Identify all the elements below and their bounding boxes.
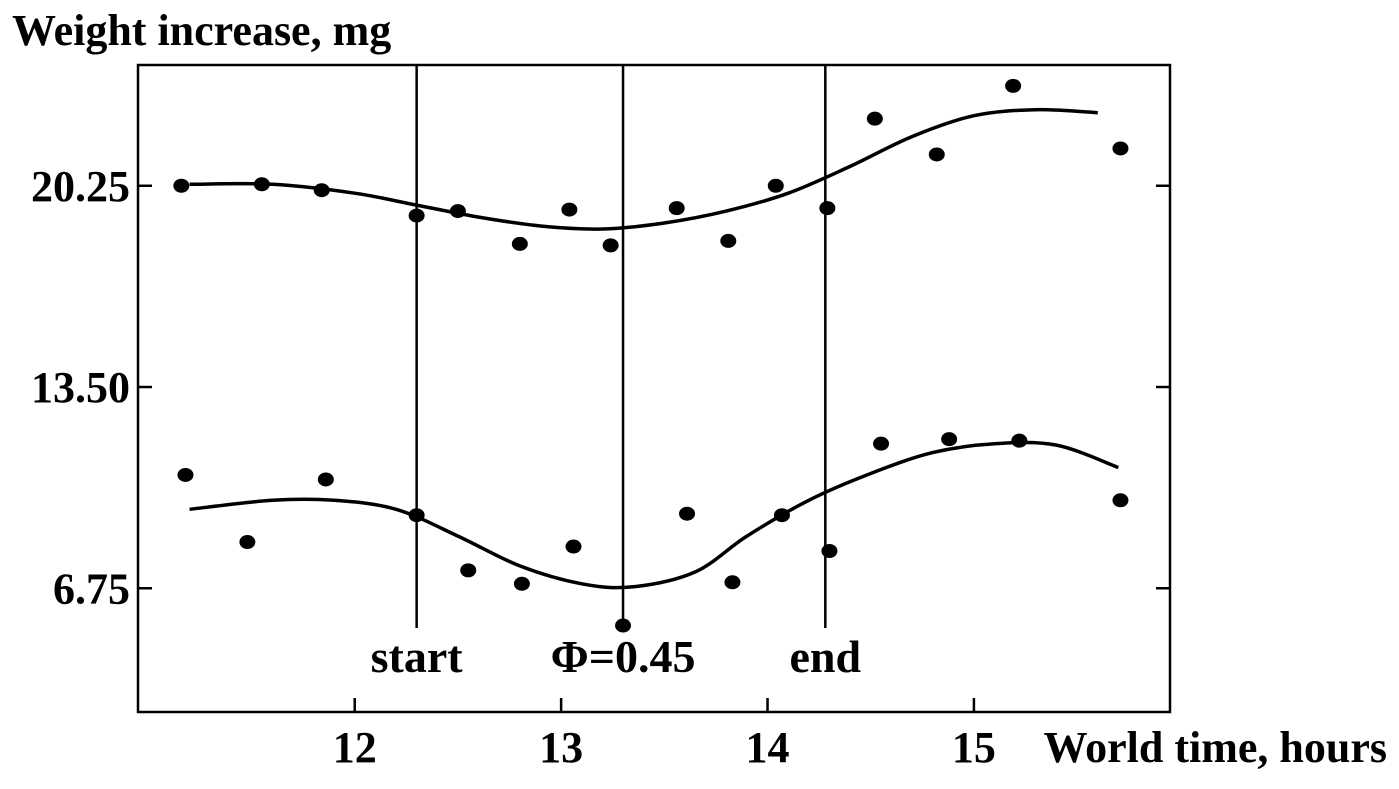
data-point <box>239 535 256 550</box>
data-point <box>873 436 890 451</box>
data-point <box>668 201 685 216</box>
data-point <box>1011 433 1028 448</box>
marker-label: Φ=0.45 <box>551 631 696 682</box>
y-axis-ticks: 6.75 13.50 20.25 <box>31 162 1170 613</box>
y-axis-title: Weight increase, mg <box>12 6 391 55</box>
data-point <box>1112 141 1129 156</box>
data-point <box>1112 493 1129 508</box>
y-tick-label: 13.50 <box>31 363 130 412</box>
data-point <box>513 576 530 591</box>
data-point <box>602 238 619 253</box>
data-point <box>177 467 194 482</box>
x-tick-label: 13 <box>539 723 583 772</box>
data-point <box>928 147 945 162</box>
trend-curves <box>189 107 1120 590</box>
x-tick-label: 14 <box>746 723 790 772</box>
data-point <box>565 539 582 554</box>
data-point <box>1005 78 1022 93</box>
event-markers: start Φ=0.45 end <box>371 65 862 682</box>
data-point <box>561 202 578 217</box>
data-point <box>819 201 836 216</box>
data-point <box>941 432 958 447</box>
data-point <box>313 183 330 198</box>
data-point <box>615 618 632 633</box>
y-tick-label: 6.75 <box>53 564 130 613</box>
data-point <box>767 178 784 193</box>
plot-frame <box>136 63 1172 714</box>
data-point <box>511 236 528 251</box>
data-point <box>408 508 425 523</box>
data-point <box>173 178 190 193</box>
data-point <box>317 472 334 487</box>
data-points <box>173 78 1129 633</box>
trend-curve <box>189 440 1120 590</box>
y-tick-label: 20.25 <box>31 162 130 211</box>
x-axis-ticks: 12 13 14 15 <box>333 698 996 772</box>
data-point <box>773 508 790 523</box>
x-axis-title: World time, hours <box>1044 723 1387 772</box>
data-point <box>866 111 883 126</box>
data-point <box>253 177 270 192</box>
trend-curve <box>189 107 1098 231</box>
marker-label: end <box>790 631 862 682</box>
data-point <box>720 233 737 248</box>
data-point <box>821 543 838 558</box>
marker-label: start <box>371 631 464 682</box>
data-point <box>460 563 477 578</box>
data-point <box>408 208 425 223</box>
x-tick-label: 12 <box>333 723 377 772</box>
data-point <box>679 506 696 521</box>
data-point <box>724 575 741 590</box>
data-point <box>449 204 466 219</box>
x-tick-label: 15 <box>952 723 996 772</box>
